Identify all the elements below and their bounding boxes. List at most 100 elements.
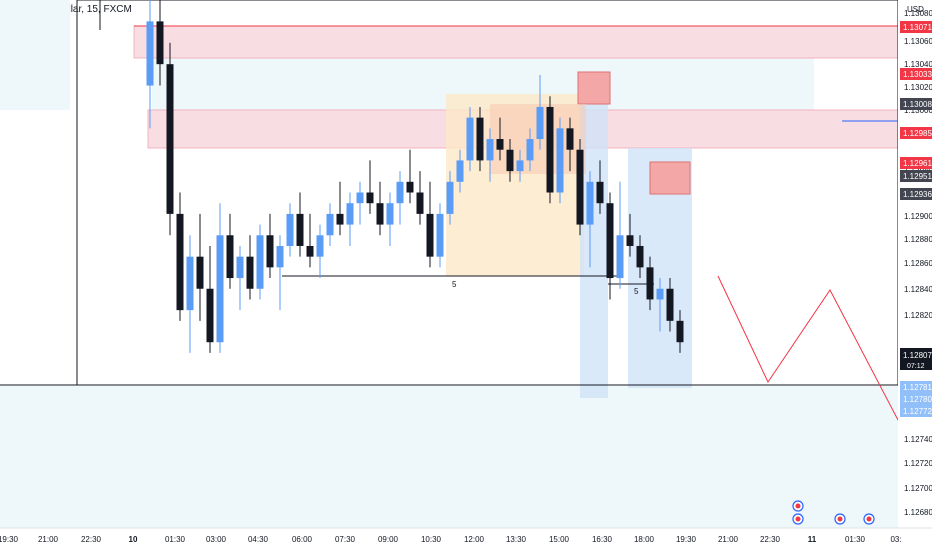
candle-body [676, 320, 684, 343]
price-tag-label: 1.13008 [903, 100, 932, 109]
y-tick-label: 1.12680 [904, 508, 932, 517]
price-tag-label: 1.12936 [903, 190, 932, 199]
supply-zone [133, 25, 899, 59]
candle-body [486, 139, 494, 161]
y-tick-label: 1.13020 [904, 83, 932, 92]
x-tick-label: 04:30 [248, 535, 269, 544]
candle-body [146, 21, 154, 86]
liquidity-zone [0, 386, 898, 528]
current-price-tag [900, 348, 932, 370]
x-tick-label: 01:30 [165, 535, 186, 544]
x-tick-label: 19:30 [676, 535, 697, 544]
candle-body [346, 203, 354, 225]
time-axis [0, 528, 932, 550]
current-price-label: 1.12807 [903, 351, 932, 360]
candle-body [176, 213, 184, 311]
candle-body [236, 256, 244, 279]
currency-label: USD [907, 5, 924, 14]
event-flag-dot [795, 516, 801, 522]
price-tag [900, 170, 932, 182]
x-tick-label: 22:30 [81, 535, 102, 544]
x-tick-label: 21:00 [718, 535, 739, 544]
candle-body [456, 160, 464, 182]
x-tick-label: 09:00 [378, 535, 399, 544]
price-tag-label: 1.12780 [903, 395, 932, 404]
candle-body [426, 213, 434, 257]
price-tag-label: 1.12951 [903, 172, 932, 181]
x-tick-label: 12:00 [464, 535, 485, 544]
projection-path [717, 275, 899, 421]
price-tag [900, 21, 932, 33]
candle-body [386, 203, 394, 225]
x-tick-label: 15:00 [549, 535, 570, 544]
liquidity-zone [0, 0, 70, 110]
y-tick-label: 1.12700 [904, 484, 932, 493]
y-tick-label: 1.12900 [904, 212, 932, 221]
candle-body [636, 245, 644, 268]
candle-body [556, 128, 564, 193]
candle-body [326, 213, 334, 236]
x-tick-label: 19:30 [0, 535, 19, 544]
candle-body [166, 64, 174, 214]
countdown-label: 07:12 [907, 363, 925, 370]
price-tag [900, 98, 932, 110]
candle-body [296, 213, 304, 246]
x-tick-label: 18:00 [634, 535, 655, 544]
y-tick-label: 1.12880 [904, 235, 932, 244]
annotation-label: 5 [634, 287, 639, 296]
annotation-label: 5 [452, 280, 457, 289]
x-tick-label: 16:30 [592, 535, 613, 544]
candle-body [516, 160, 524, 172]
price-tag [900, 157, 932, 169]
price-axis [898, 0, 932, 528]
x-tick-label: 06:00 [292, 535, 313, 544]
candle-body [656, 288, 664, 300]
candle-body [286, 213, 294, 246]
y-tick-label: 1.12720 [904, 459, 932, 468]
candle-body [536, 106, 544, 140]
candle-body [576, 149, 584, 225]
price-tag-label: 1.12772 [903, 407, 932, 416]
x-tick-label: 01:30 [845, 535, 866, 544]
stop-zone [649, 161, 691, 195]
price-tag-label: 1.13033 [903, 70, 932, 79]
x-tick-label: 10 [129, 535, 138, 544]
stop-zone [577, 71, 611, 105]
candle-body [526, 139, 534, 161]
y-tick-label: 1.13040 [904, 60, 932, 69]
candle-body [566, 128, 574, 150]
candle-body [476, 117, 484, 161]
candle-body [226, 235, 234, 279]
candle-body [356, 192, 364, 204]
x-tick-label: 22:30 [760, 535, 781, 544]
candle-body [366, 192, 374, 204]
event-flag-dot [866, 516, 872, 522]
y-tick-label: 1.13080 [904, 9, 932, 18]
candle-body [216, 235, 224, 343]
candle-body [416, 192, 424, 214]
y-tick-label: 1.12820 [904, 311, 932, 320]
price-tag [900, 405, 932, 417]
candle-body [626, 235, 634, 246]
price-tag-label: 1.13071 [903, 23, 932, 32]
x-tick-label: 10:30 [421, 535, 442, 544]
candle-body [616, 235, 624, 279]
candle-body [396, 181, 404, 204]
x-tick-label: 21:00 [38, 535, 59, 544]
price-tag-label: 1.12781 [903, 383, 932, 392]
candle-body [646, 267, 654, 300]
candle-body [406, 181, 414, 193]
x-tick-label: 03:00 [206, 535, 227, 544]
candle-body [466, 117, 474, 161]
candle-body [186, 256, 194, 311]
x-tick-label: 13:30 [506, 535, 527, 544]
candle-body [156, 21, 164, 65]
y-tick-label: 1.12840 [904, 285, 932, 294]
candle-body [276, 245, 284, 268]
candle-body [546, 106, 554, 193]
price-tag [900, 188, 932, 200]
price-tag [900, 393, 932, 405]
candle-body [606, 203, 614, 279]
candle-body [586, 181, 594, 225]
